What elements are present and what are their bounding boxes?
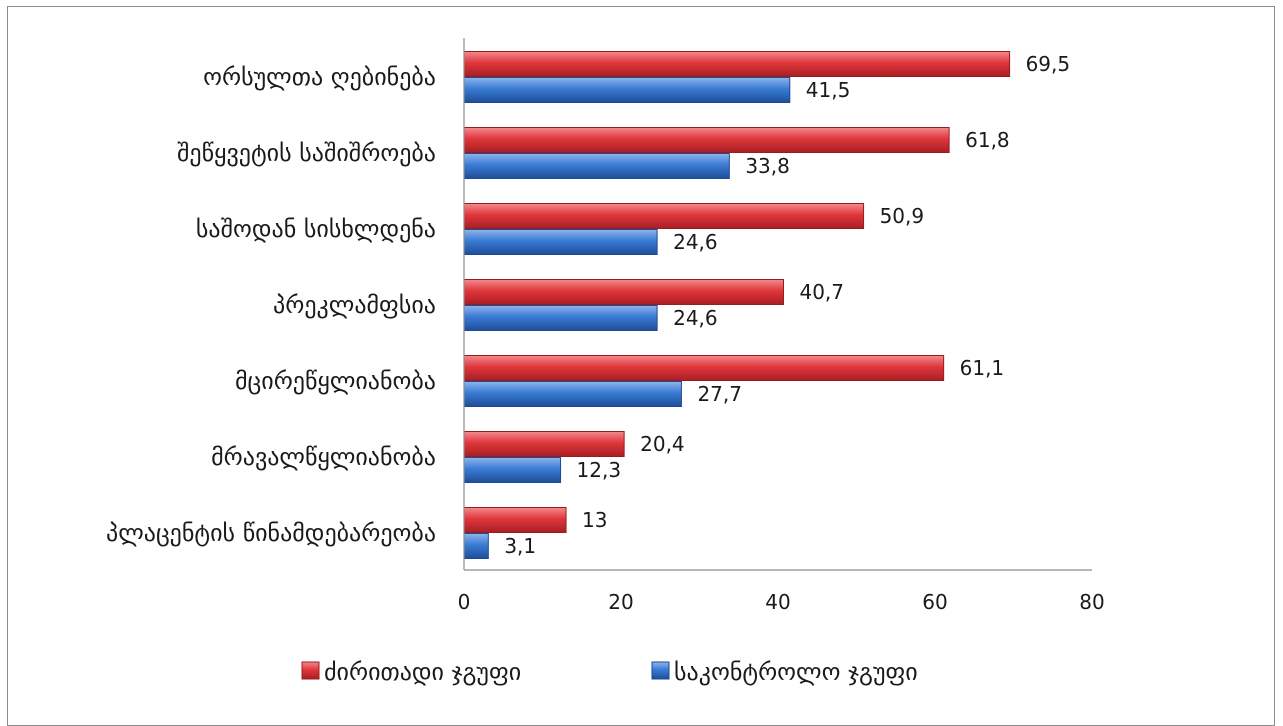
category-label: საშოდან სისხლდენა [196,215,436,243]
bar-main-group [463,355,945,381]
bar-control-group [463,229,658,255]
axes-group: 0 20 40 60 80 [458,38,1105,614]
chart-area: 0 20 40 60 80 ორსულთა ღებინება 69,5 41,5 შეწყვე… [7,6,1275,726]
x-tick-label: 80 [1079,590,1104,614]
bar-control-group [463,381,682,407]
bar-main-group [463,51,1011,77]
bar-control-group [463,533,489,559]
bar-control-group [463,153,730,179]
data-label: 40,7 [799,280,844,304]
legend: ძირითადი ჯგუფი საკონტროლო ჯგუფი [301,658,918,686]
data-label: 20,4 [640,432,685,456]
data-label: 33,8 [745,154,790,178]
data-label: 24,6 [673,306,718,330]
data-label: 41,5 [806,78,851,102]
category-label: პლაცენტის წინამდებარეობა [106,519,436,547]
bar-main-group [463,507,567,533]
x-tick-label: 60 [922,590,947,614]
category-label: მცირეწყლიანობა [235,367,436,395]
bar-main-group [463,431,625,457]
data-label: 50,9 [880,204,925,228]
category-label: მრავალწყლიანობა [211,443,436,471]
legend-label: ძირითადი ჯგუფი [324,658,521,686]
bar-main-group [463,279,784,305]
bar-main-group [463,127,950,153]
legend-swatch-main-group [301,661,320,680]
labels-group: ორსულთა ღებინება 69,5 41,5 შეწყვეტის საშიშრ… [106,52,1070,558]
category-label: პრეკლამფსია [273,291,436,319]
legend-swatch-control-group [651,661,670,680]
data-label: 27,7 [697,382,742,406]
bar-chart: 0 20 40 60 80 ორსულთა ღებინება 69,5 41,5 შეწყვე… [106,38,1105,686]
bars-group [463,51,1011,559]
data-label: 3,1 [504,534,536,558]
data-label: 61,8 [965,128,1010,152]
legend-label: საკონტროლო ჯგუფი [674,658,918,686]
bar-control-group [463,77,791,103]
category-label: ორსულთა ღებინება [203,63,436,91]
data-label: 69,5 [1026,52,1071,76]
x-tick-label: 40 [765,590,790,614]
bar-control-group [463,457,562,483]
category-label: შეწყვეტის საშიშროება [177,139,436,167]
x-tick-label: 0 [458,590,471,614]
x-tick-label: 20 [608,590,633,614]
data-label: 61,1 [960,356,1005,380]
bar-control-group [463,305,658,331]
data-label: 13 [582,508,607,532]
data-label: 24,6 [673,230,718,254]
data-label: 12,3 [577,458,622,482]
bar-main-group [463,203,865,229]
